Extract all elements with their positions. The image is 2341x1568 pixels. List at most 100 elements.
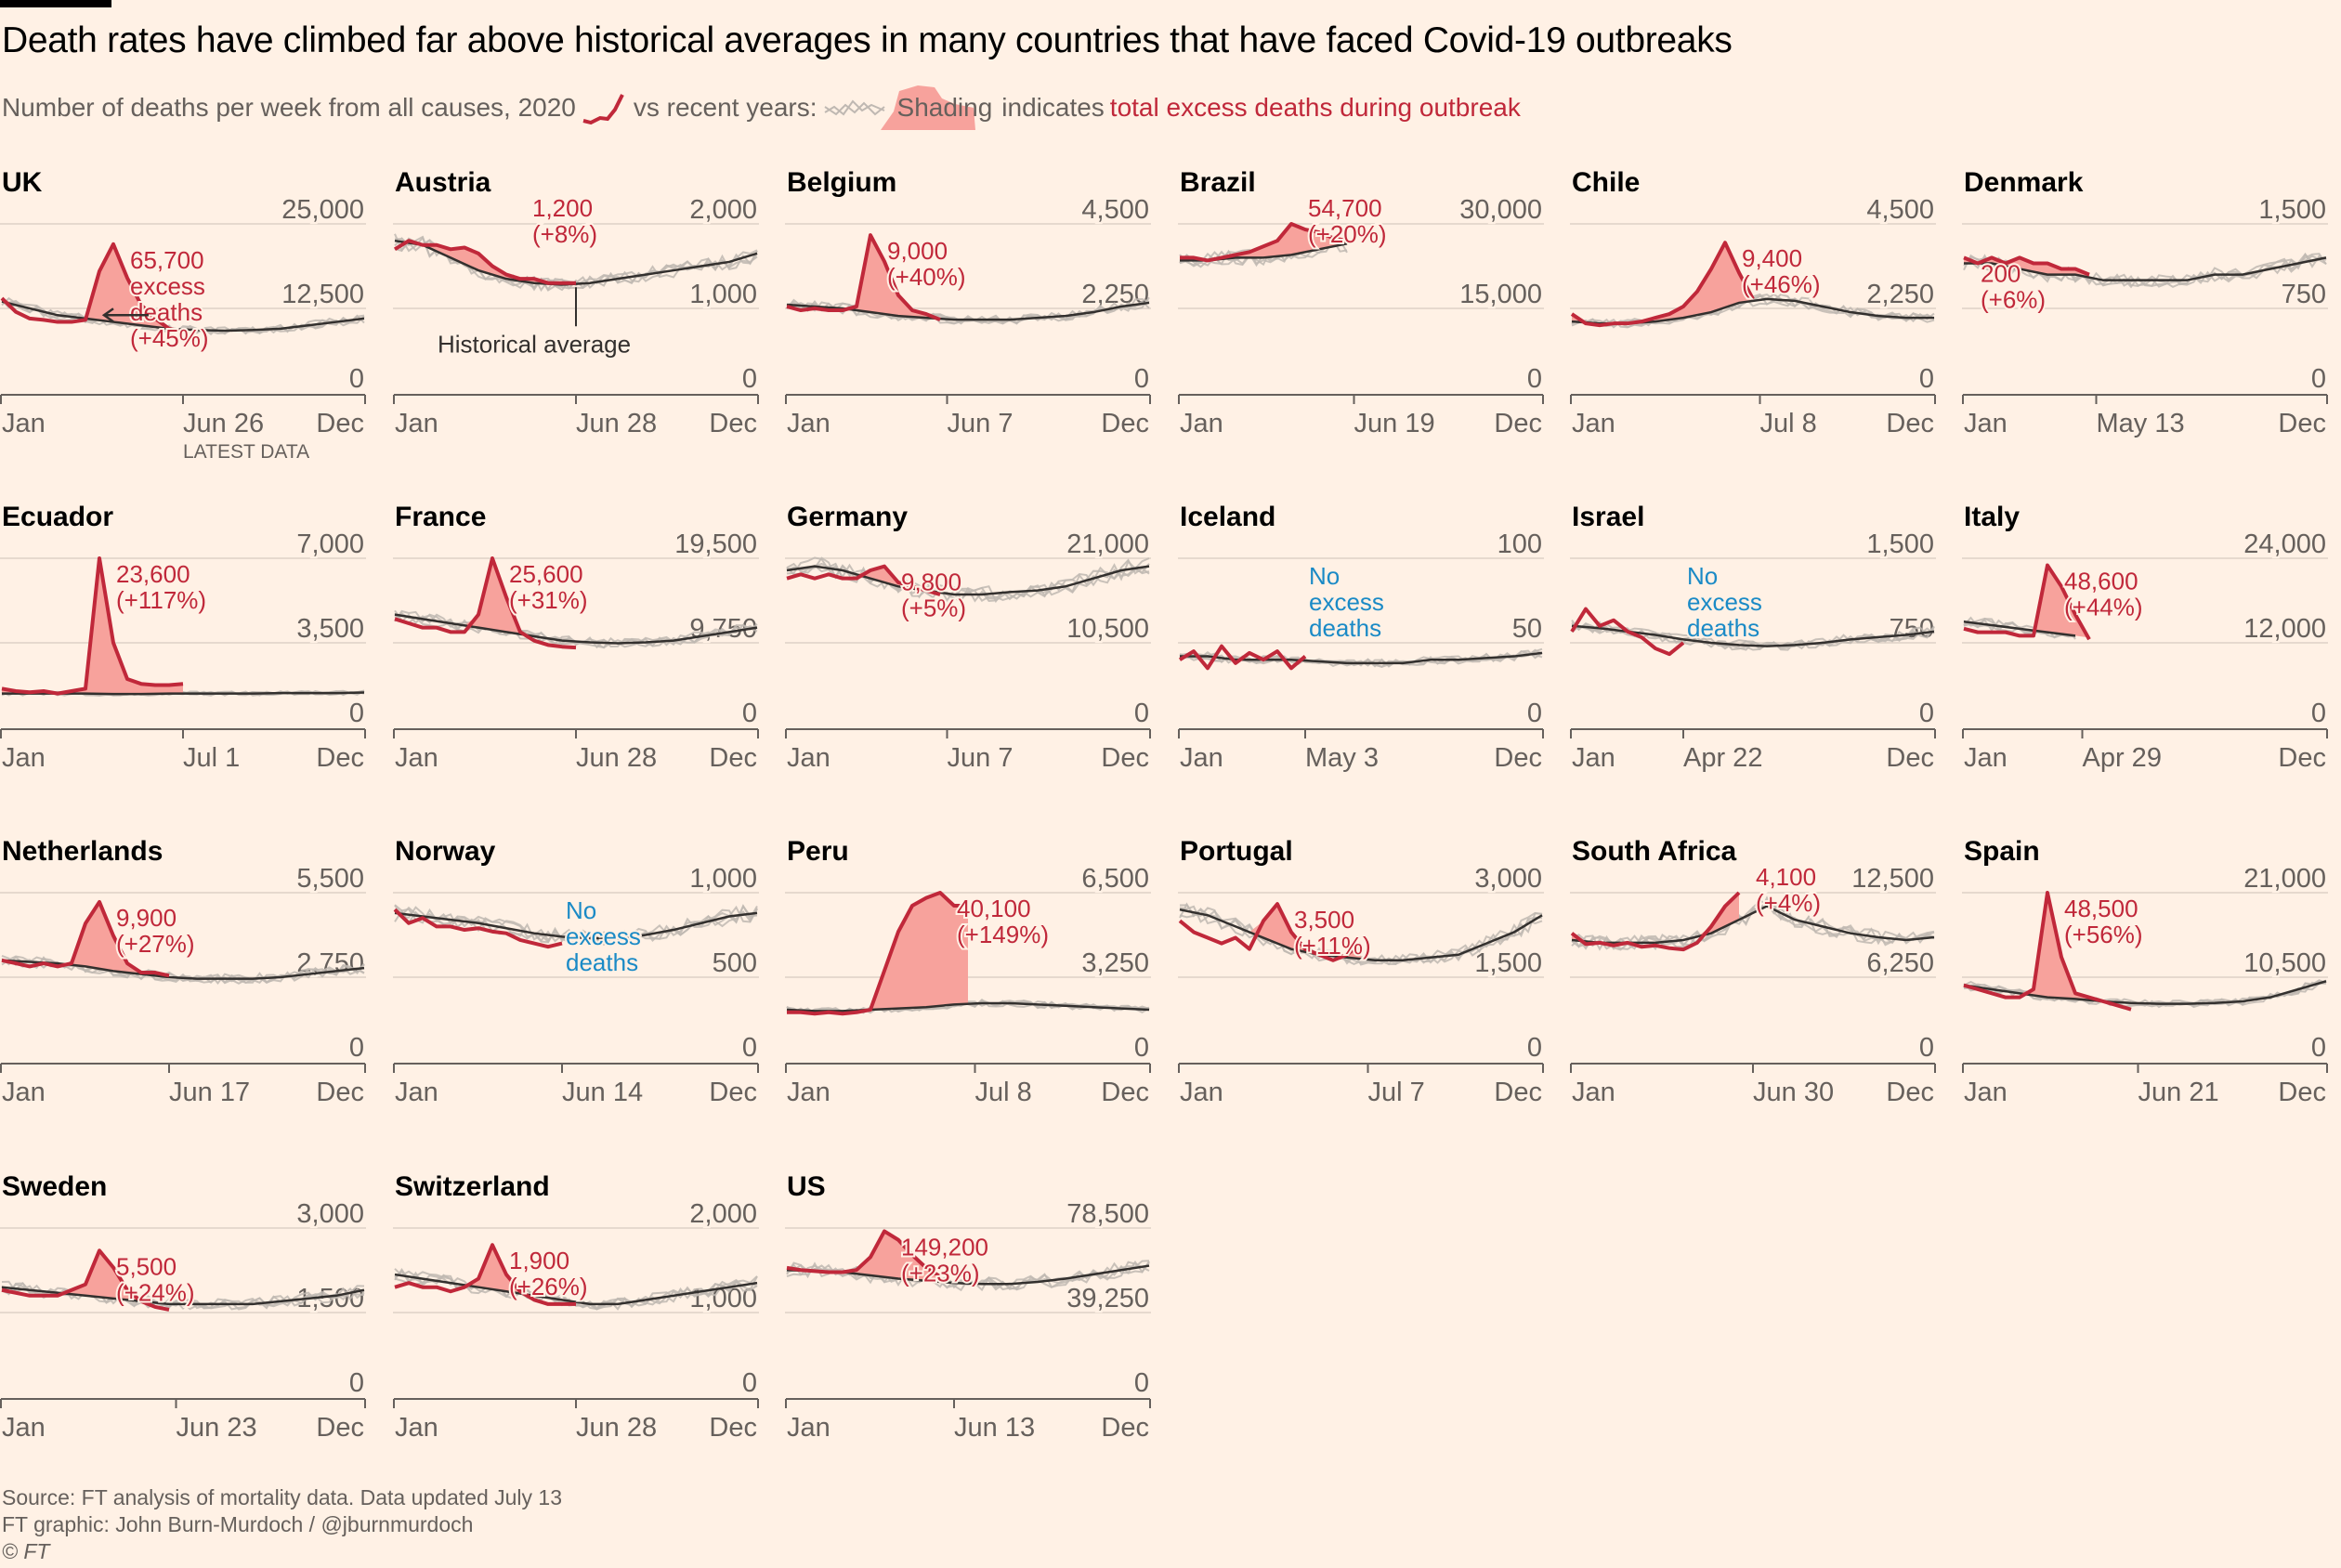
panel-title: Chile: [1572, 167, 1641, 198]
annotation-text: (+24%): [116, 1278, 195, 1306]
y-tick-label: 1,000: [689, 864, 757, 894]
panel-title: Belgium: [787, 167, 897, 198]
x-tick-label: Jan: [395, 409, 438, 438]
x-tick-label: Dec: [316, 743, 364, 773]
y-tick-label: 6,500: [1081, 864, 1149, 894]
annotation-text: deaths: [1309, 614, 1381, 642]
x-tick-label: May 3: [1305, 743, 1379, 773]
country-panel: Ecuador 0 3,500 7,000 Jan Jul 1 Dec 23,600 (+117…: [0, 500, 367, 797]
panel-title: Denmark: [1964, 167, 2084, 198]
panel-chart: 0 10,500 21,000 Jan Jun 7 Dec 9,800(+5%): [785, 528, 1152, 773]
x-tick-label: Dec: [709, 409, 757, 438]
recent-year-line: [1, 298, 365, 333]
panel-chart: 0 3,250 6,500 Jan Jul 8 Dec 40,100(+149%): [785, 862, 1152, 1107]
line-2020: [1, 899, 170, 978]
legend-shading-label: Shading: [896, 93, 993, 122]
excess-deaths-shading: [1572, 242, 1753, 324]
y-tick-label: 3,000: [296, 1199, 364, 1229]
country-panel: Austria 0 1,000 2,000 Jan Jun 28 Dec 1,200 (+8%)…: [393, 165, 760, 463]
x-tick-label: Dec: [2278, 743, 2326, 773]
x-tick-label: Dec: [1101, 409, 1149, 438]
legend-shading-icon: [880, 85, 975, 130]
annotation-text: (+45%): [130, 324, 209, 352]
panel-title: Brazil: [1180, 167, 1256, 198]
panel-chart: 0 2,250 4,500 Jan Jul 8 Dec 9,400(+46%): [1570, 193, 1937, 438]
recent-year-line: [786, 300, 1150, 325]
x-tick-label: Jun 14: [562, 1078, 643, 1107]
x-tick-label: Jan: [1964, 409, 2008, 438]
historical-average-line: [786, 1001, 1150, 1013]
y-tick-label: 1,000: [689, 280, 757, 309]
annotation-text: (+6%): [1981, 285, 2046, 313]
annotation-text: deaths: [1687, 614, 1759, 642]
x-tick-label: Jan: [1572, 743, 1615, 773]
subtitle-text: Number of deaths per week from all cause…: [2, 93, 576, 122]
panel-chart: 0 15,000 30,000 Jan Jun 19 Dec 54,700(+20%): [1178, 192, 1545, 438]
country-panel: South Africa 0 6,250 12,500 Jan Jun 30 Dec 4,10…: [1570, 834, 1937, 1131]
y-tick-label: 19,500: [674, 529, 757, 559]
panel-chart: 0 12,500 25,000 Jan Jun 26 Dec 65,700excessdea…: [0, 193, 367, 463]
country-panel: Switzerland 0 1,000 2,000 Jan Jun 28 Dec 1,900(…: [393, 1169, 760, 1467]
panel-title: Ecuador: [2, 502, 114, 532]
annotation-text: 1,900: [509, 1247, 569, 1274]
annotation-text: deaths: [566, 948, 638, 976]
y-tick-label: 0: [742, 364, 757, 394]
x-tick-label: Dec: [1886, 743, 1934, 773]
annotation-text: (+27%): [116, 930, 195, 958]
x-tick-label: Jan: [395, 1078, 438, 1107]
annotation-text: (+31%): [509, 586, 588, 614]
panel-chart: 0 6,250 12,500 Jan Jun 30 Dec 4,100(+4%): [1570, 861, 1937, 1107]
x-tick-label: Jul 7: [1368, 1078, 1425, 1107]
x-tick-label: Dec: [1494, 743, 1542, 773]
y-tick-label: 50: [1512, 614, 1542, 644]
panel-chart: 0 10,500 21,000 Jan Jun 21 Dec 48,500(+56%): [1962, 862, 2329, 1107]
y-tick-label: 0: [742, 1033, 757, 1063]
x-tick-label: Jun 7: [948, 743, 1014, 773]
x-tick-label: Jun 21: [2138, 1078, 2219, 1107]
annotation-text: 9,800: [901, 568, 961, 596]
x-tick-label: Jun 19: [1354, 409, 1435, 438]
subtitle-excess-text: total excess deaths during outbreak: [1109, 93, 1521, 122]
x-tick-label: Dec: [1886, 409, 1934, 438]
y-tick-label: 0: [742, 699, 757, 728]
panel-title: Netherlands: [2, 836, 163, 867]
annotation-text: (+40%): [887, 263, 966, 291]
y-tick-label: 100: [1497, 529, 1542, 559]
y-tick-label: 0: [1527, 1033, 1542, 1063]
x-tick-label: Dec: [2278, 409, 2326, 438]
country-panel: US 0 39,250 78,500 Jan Jun 13 Dec 149,200 (+23%): [785, 1169, 1152, 1467]
country-panel: Netherlands 0 2,750 5,500 Jan Jun 17 Dec 9,900(…: [0, 834, 367, 1131]
latest-data-label: LATEST DATA: [183, 441, 309, 463]
y-tick-label: 0: [1134, 1033, 1149, 1063]
x-tick-label: Dec: [316, 1078, 364, 1107]
panel-title: Peru: [787, 836, 849, 867]
country-panel: Sweden 0 1,500 3,000 Jan Jun 23 Dec 5,500 (+24%): [0, 1169, 367, 1467]
annotation-text: 200: [1981, 259, 2021, 287]
line-2020: [1570, 607, 1685, 657]
panel-chart: 0 1,500 3,000 Jan Jul 7 Dec 3,500(+11%): [1178, 862, 1545, 1107]
y-tick-label: 12,500: [281, 280, 364, 309]
footer: Source: FT analysis of mortality data. D…: [2, 1484, 562, 1565]
y-tick-label: 2,250: [1866, 280, 1934, 309]
line-2020: [1178, 644, 1307, 671]
annotation-text: 25,600: [509, 560, 583, 588]
excess-deaths-shading: [395, 558, 576, 642]
annotation-text: (+8%): [532, 220, 597, 248]
country-panel: UK 0 12,500 25,000 Jan Jun 26 Dec 65,700 excess d…: [0, 165, 367, 463]
historical-average-line: [394, 1273, 758, 1306]
x-tick-label: Jun 28: [576, 743, 657, 773]
x-tick-label: Jun 28: [576, 409, 657, 438]
y-tick-label: 6,250: [1866, 948, 1934, 978]
historical-average-line: [1, 300, 365, 333]
y-tick-label: 1,500: [1866, 529, 1934, 559]
panel-title: South Africa: [1572, 836, 1737, 867]
recent-year-line: [394, 235, 758, 292]
y-tick-label: 21,000: [1066, 529, 1149, 559]
y-tick-label: 25,000: [281, 195, 364, 225]
y-tick-label: 0: [1134, 1368, 1149, 1398]
annotation-text: (+117%): [116, 586, 206, 614]
annotation-text: 48,500: [2064, 895, 2138, 922]
annotation-text: 3,500: [1294, 906, 1354, 934]
